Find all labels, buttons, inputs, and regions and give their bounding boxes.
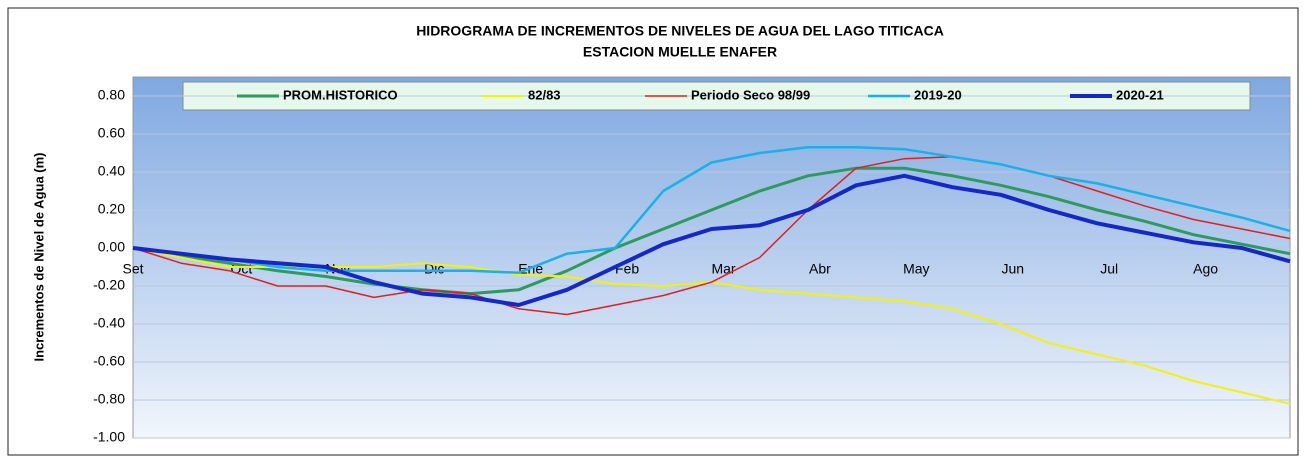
series-line [132,156,1291,316]
chart-subtitle: ESTACION MUELLE ENAFER [583,44,777,60]
x-tick-label: Jul [1100,261,1118,277]
series-line [132,146,1291,274]
legend-label: 2019-20 [914,87,962,102]
legend-label: 82/83 [528,87,561,102]
series-line [132,166,1291,296]
y-tick-label: 0.60 [98,125,125,141]
x-tick-label: May [903,261,929,277]
y-tick-label: 0.40 [98,163,125,179]
y-tick-label: 0.80 [98,87,125,103]
series-line [132,173,1291,307]
legend-label: 2020-21 [1116,87,1164,102]
y-tick-label: -0.80 [93,391,125,407]
y-tick-label: 0.20 [98,201,125,217]
x-tick-label: Abr [809,261,831,277]
legend-label: PROM.HISTORICO [283,87,398,102]
plot-area [132,76,1291,439]
x-tick-label: Set [122,261,143,277]
y-tick-label: -1.00 [93,429,125,445]
x-tick-label: Mar [711,261,735,277]
x-tick-label: Ago [1193,261,1218,277]
y-axis-title: Incrementos de Nivel de Agua (m) [31,152,46,361]
y-tick-label: 0.00 [98,239,125,255]
y-tick-label: -0.60 [93,353,125,369]
legend-label: Periodo Seco 98/99 [691,87,810,102]
chart-title: HIDROGRAMA DE INCREMENTOS DE NIVELES DE … [416,23,944,39]
y-tick-label: -0.40 [93,315,125,331]
x-tick-label: Jun [1001,261,1024,277]
y-tick-label: -0.20 [93,277,125,293]
